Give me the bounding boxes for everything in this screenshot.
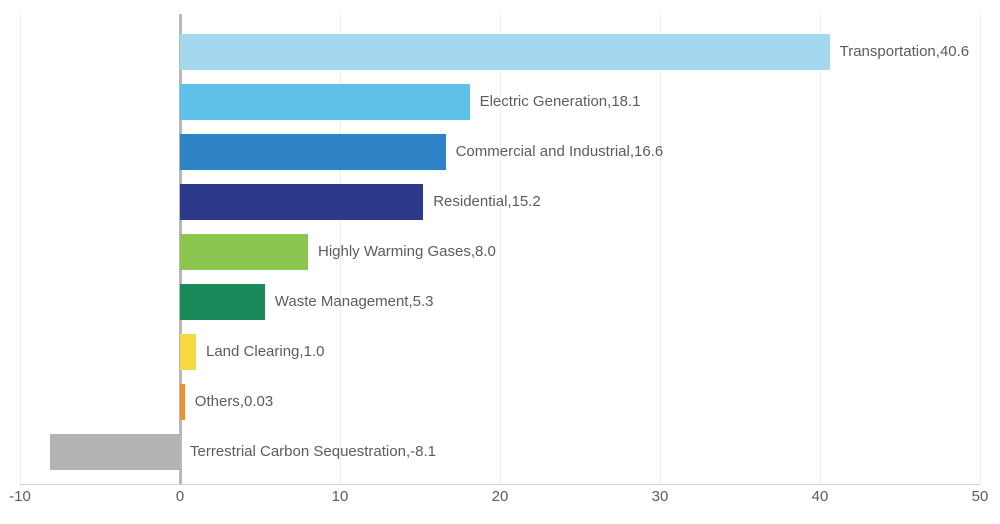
bar-value: 15.2: [512, 184, 541, 220]
bar-value: 0.03: [244, 384, 273, 420]
bar-category: Terrestrial Carbon Sequestration: [190, 434, 406, 470]
grid-line: [660, 14, 661, 484]
bar-category: Residential: [433, 184, 507, 220]
bar-label: Residential, 15.2: [433, 184, 541, 220]
bar-category: Land Clearing: [206, 334, 299, 370]
bar-value: 1.0: [304, 334, 325, 370]
bar: [180, 84, 470, 120]
x-tick-label: 0: [176, 488, 184, 505]
bar: [180, 234, 308, 270]
bar-category: Highly Warming Gases: [318, 234, 471, 270]
bar-label: Others, 0.03: [195, 384, 273, 420]
x-axis-ticks: -1001020304050: [20, 484, 980, 514]
bar: [180, 384, 185, 420]
bar: [180, 334, 196, 370]
bar-label: Electric Generation, 18.1: [480, 84, 641, 120]
grid-line: [980, 14, 981, 484]
bar: [180, 184, 423, 220]
bar-category: Others: [195, 384, 240, 420]
bar-value: 16.6: [634, 134, 663, 170]
grid-line: [820, 14, 821, 484]
bar-label: Terrestrial Carbon Sequestration, -8.1: [190, 434, 436, 470]
bar-value: 18.1: [611, 84, 640, 120]
x-tick-label: 10: [332, 488, 349, 505]
x-tick-label: 40: [812, 488, 829, 505]
x-tick-label: 50: [972, 488, 989, 505]
bar: [180, 34, 830, 70]
bar-value: -8.1: [410, 434, 436, 470]
bar-label: Land Clearing, 1.0: [206, 334, 324, 370]
bar-category: Commercial and Industrial: [456, 134, 630, 170]
bar-label: Transportation, 40.6: [840, 34, 970, 70]
grid-line: [20, 14, 21, 484]
bar-value: 5.3: [413, 284, 434, 320]
x-tick-label: -10: [9, 488, 31, 505]
bar-category: Transportation: [840, 34, 936, 70]
bar-label: Highly Warming Gases, 8.0: [318, 234, 496, 270]
bar-category: Waste Management: [275, 284, 409, 320]
bar-category: Electric Generation: [480, 84, 608, 120]
emissions-bar-chart: Transportation, 40.6 Electric Generation,…: [0, 0, 1000, 524]
bar-value: 8.0: [475, 234, 496, 270]
bar-label: Commercial and Industrial, 16.6: [456, 134, 664, 170]
bar: [180, 284, 265, 320]
bar-value: 40.6: [940, 34, 969, 70]
plot-area: Transportation, 40.6 Electric Generation,…: [20, 14, 980, 524]
x-tick-label: 30: [652, 488, 669, 505]
bar: [50, 434, 180, 470]
bar-label: Waste Management, 5.3: [275, 284, 434, 320]
bar: [180, 134, 446, 170]
x-tick-label: 20: [492, 488, 509, 505]
